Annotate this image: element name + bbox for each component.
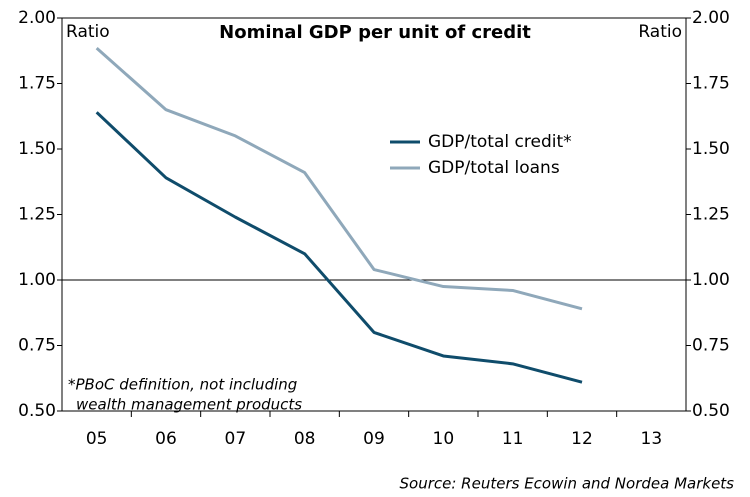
y2-tick-label: 0.50 [692,401,730,421]
y2-tick-label: 2.00 [692,8,730,28]
y2-axis-label: Ratio [638,22,682,42]
y-tick-label: 1.25 [18,205,56,225]
x-tick-label: 13 [641,429,663,449]
x-tick-label: 06 [155,429,177,449]
series-line [95,47,583,311]
y-tick-label: 1.00 [18,270,56,290]
note: *PBoC definition, not including [68,376,297,394]
legend-label: GDP/total credit* [428,132,572,152]
y-tick-label: 1.50 [18,139,56,159]
x-tick-label: 05 [86,429,108,449]
x-tick-label: 10 [433,429,455,449]
y2-tick-label: 0.75 [692,336,730,356]
y-tick-label: 0.75 [18,336,56,356]
legend-label: GDP/total loans [428,158,560,178]
y-tick-label: 0.50 [18,401,56,421]
x-tick-label: 08 [294,429,316,449]
source: Source: Reuters Ecowin and Nordea Market… [400,475,735,493]
series-line [95,111,583,384]
y-axis-label: Ratio [66,22,110,42]
note: wealth management products [76,396,302,414]
x-tick-label: 09 [363,429,385,449]
plot-frame [61,17,687,412]
y-tick-label: 1.75 [18,74,56,94]
y2-tick-label: 1.00 [692,270,730,290]
y-tick-label: 2.00 [18,8,56,28]
x-tick-label: 12 [571,429,593,449]
x-tick-label: 07 [225,429,247,449]
y2-tick-label: 1.25 [692,205,730,225]
chart-title: Nominal GDP per unit of credit [219,22,531,43]
x-tick-label: 11 [502,429,524,449]
y2-tick-label: 1.50 [692,139,730,159]
y2-tick-label: 1.75 [692,74,730,94]
